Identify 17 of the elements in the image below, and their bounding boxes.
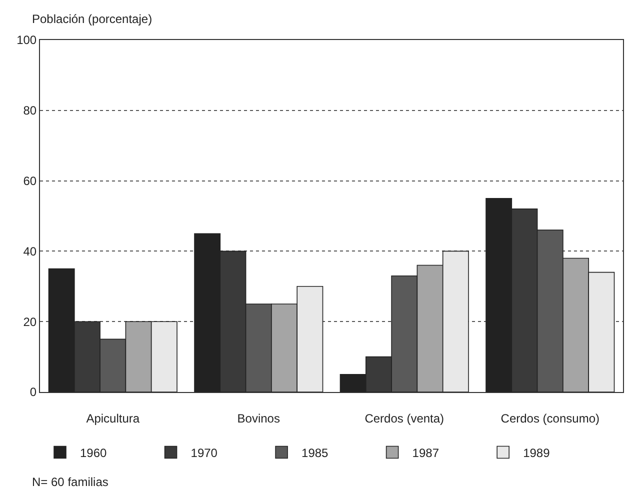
legend-label: 1960: [80, 446, 108, 460]
y-tick-label: 100: [16, 33, 37, 48]
legend-label: 1989: [523, 446, 550, 460]
legend-label: 1985: [302, 446, 329, 460]
x-tick-label: Cerdos (venta): [364, 411, 444, 426]
legend-label: 1987: [412, 446, 440, 460]
x-tick-label: Cerdos (consumo): [500, 411, 600, 426]
x-tick-label: Bovinos: [237, 411, 280, 426]
x-tick-label: Apicultura: [86, 411, 140, 426]
y-tick-label: 0: [30, 385, 37, 400]
y-tick-label: 80: [23, 104, 37, 118]
y-axis-title: Población (porcentaje): [32, 12, 152, 26]
y-tick-label: 20: [23, 314, 37, 329]
legend-label: 1970: [190, 446, 218, 460]
y-tick-label: 60: [23, 174, 37, 188]
y-tick-label: 40: [23, 244, 37, 258]
text: N= 60 familias: [32, 475, 108, 489]
